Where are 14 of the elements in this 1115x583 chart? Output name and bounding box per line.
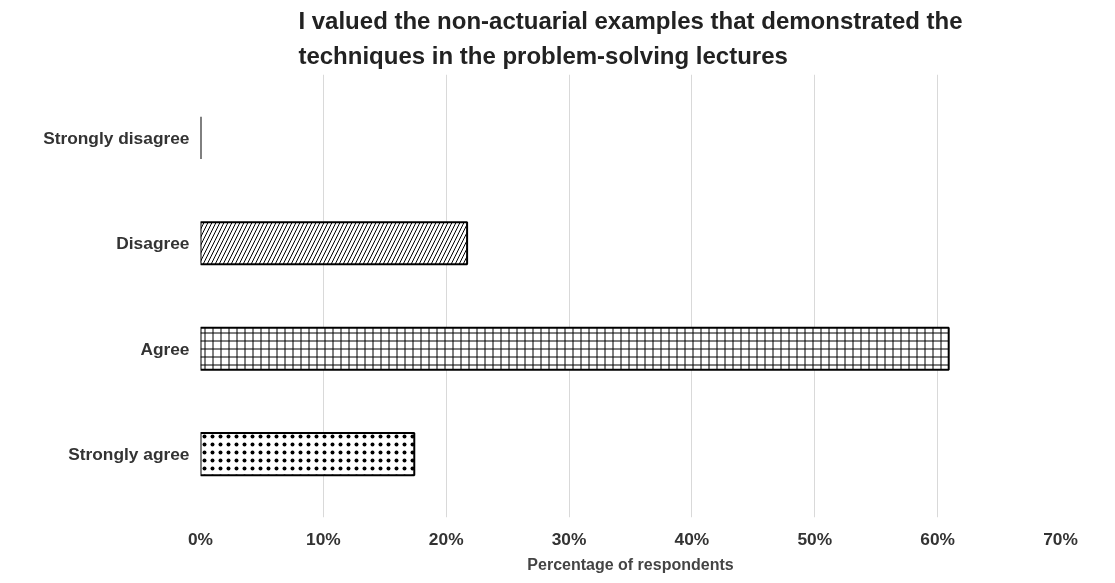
- chart-title: I valued the non-actuarial examples that demonstrated the techniques in the problem-solving lectures: [298, 7, 963, 70]
- x-tick-label: 40%: [674, 528, 710, 549]
- x-axis-title: Percentage of respondents: [527, 555, 734, 573]
- y-tick-label: Agree: [140, 338, 190, 359]
- x-tick-label: 0%: [187, 528, 214, 549]
- x-tick-label: 70%: [1043, 528, 1078, 549]
- y-tick-label: Strongly agree: [68, 444, 190, 465]
- x-tick-label: 50%: [797, 528, 833, 549]
- x-tick-label: 30%: [551, 528, 587, 549]
- x-tick-label: 60%: [920, 528, 955, 549]
- y-tick-label: Disagree: [116, 233, 190, 254]
- x-tick-label: 10%: [306, 528, 341, 549]
- x-tick-label: 20%: [428, 528, 464, 549]
- y-tick-label: Strongly disagree: [43, 127, 190, 148]
